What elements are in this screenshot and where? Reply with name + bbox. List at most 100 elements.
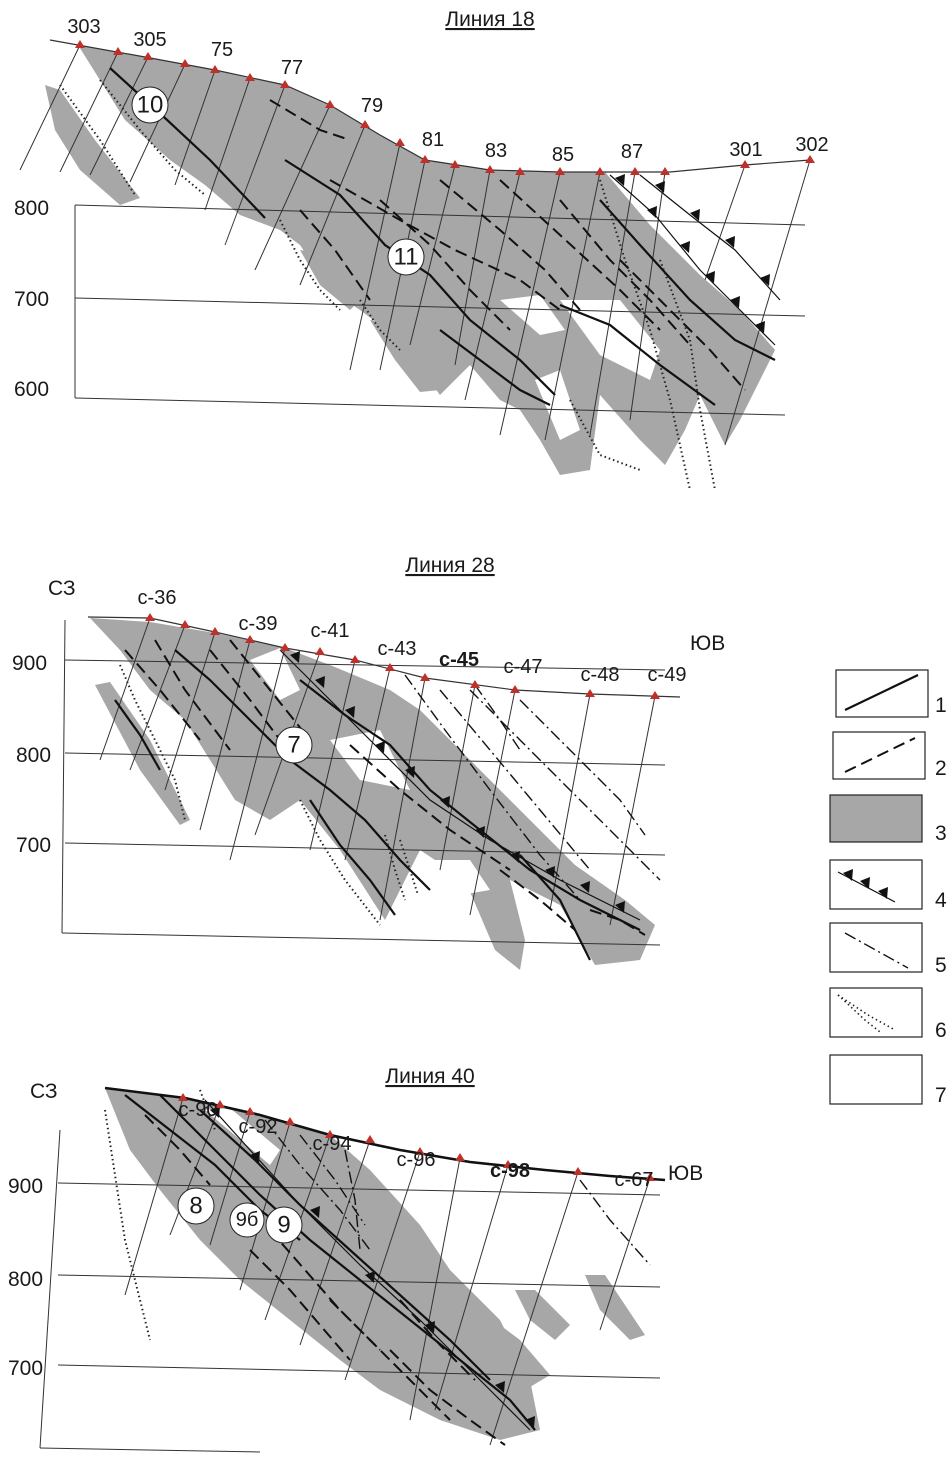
fault-line [474,684,521,751]
ore-body-number-circle [131,86,169,124]
ore-body-number-circle [265,1206,303,1244]
ore-body-number-circle [387,238,425,276]
well-label: с-47 [504,656,543,678]
well-label: с-39 [239,613,278,635]
elevation-line [57,1364,661,1379]
direction-label-right: ЮВ [690,632,725,655]
ore-contact-dashed [144,1114,211,1186]
fault-line [469,689,661,881]
well-label: 301 [729,139,762,161]
ore-body-number: 9 [277,1212,290,1239]
ore-window [500,295,565,335]
section-frame [39,1129,61,1449]
ground-surface [104,1086,666,1182]
elevation-line [74,204,806,226]
ore-body-number: 10 [137,92,164,119]
thrust-teeth [655,181,770,286]
thrust-teeth [290,651,625,913]
well-label: 77 [281,57,303,79]
ore-body-number-circle [229,1202,265,1238]
ore-contact-dashed [229,639,311,741]
ore-apophysis [300,250,360,310]
fault-line [299,1134,366,1226]
section-line-40: Линия 40 СЗ ЮВ 900 800 700 [8,1065,703,1453]
well-label: с-48 [581,664,620,686]
ore-contact-dashed [499,179,661,331]
ore-body-fill [78,45,775,475]
well-label: с-36 [138,587,177,609]
well-label: с-67 [615,1169,654,1191]
ore-body-number: 11 [394,244,419,271]
elevation-label: 800 [8,1268,43,1291]
well-markers [75,40,815,175]
elevation-label: 800 [14,197,49,220]
dotted-contact [59,84,136,196]
well-label: с-43 [378,638,417,660]
ore-contact-line [159,1094,536,1431]
ore-apophysis [560,300,660,380]
elevation-label: 700 [16,834,51,857]
ore-lens-west [45,85,140,205]
ore-contact-line [114,699,161,771]
well-label: 75 [211,39,233,61]
elevation-line [57,1274,661,1288]
legend-label: 5 [935,954,947,977]
well-label: 81 [422,129,444,151]
direction-label-right: ЮВ [668,1162,703,1185]
section-title: Линия 18 [445,8,534,31]
ore-contact-dashed [124,649,201,741]
ore-contact-line [284,159,556,396]
ore-contact-dashed [499,869,576,931]
thrust-fault-line [279,649,641,921]
dotted-contact [359,299,401,351]
fault-line [519,699,646,836]
ore-window [250,648,300,700]
legend-label: 4 [935,889,947,912]
ore-contact-line [559,303,716,406]
elevation-line [61,932,661,946]
ore-body-fill [105,1088,540,1440]
legend-label: 6 [935,1019,947,1042]
legend-label: 3 [935,822,947,845]
well-label: с-41 [311,620,350,642]
boreholes [99,617,656,926]
thrust-teeth [210,1106,535,1428]
legend-item-6: 6 [829,987,947,1042]
section-line-28: Линия 28 СЗ ЮВ 900 800 700 [12,554,725,970]
ore-contact-line [599,199,776,361]
ore-body-number: 7 [287,732,300,759]
ore-contact-dashed [389,1349,506,1446]
well-label: 87 [621,141,643,163]
ore-contact-dashed [379,199,511,331]
ore-contact-dashed [589,909,646,936]
legend-item-4: 4 [829,859,947,912]
legend-label: 1 [935,694,947,717]
dotted-contact [279,219,341,311]
elevation-line [39,1447,261,1453]
well-label: 302 [795,134,828,156]
elevation-label: 700 [8,1357,43,1380]
ore-body-number-circle [275,726,313,764]
section-frame [61,619,66,934]
direction-label-left: СЗ [30,1080,58,1103]
section-title: Линия 40 [385,1065,474,1088]
direction-label-left: СЗ [48,577,76,600]
well-label: с-90 [179,1099,218,1121]
ore-apophysis [370,320,440,392]
elevation-label: 600 [14,378,49,401]
ore-lens [515,1290,570,1340]
ore-contact-dashed [399,1299,476,1381]
well-markers [178,1093,655,1181]
ore-lens-west [95,682,190,825]
ore-contact-line [199,1109,491,1381]
ore-contact-dashed [299,209,371,301]
dotted-contact [99,79,206,196]
elevation-line [57,1182,661,1196]
elevation-label: 700 [14,288,49,311]
ore-contact-dashed [329,1299,451,1421]
legend-item-3: 3 [829,794,947,845]
well-markers [145,613,660,699]
well-label: 85 [552,144,574,166]
ore-body-number-circle [177,1187,215,1225]
